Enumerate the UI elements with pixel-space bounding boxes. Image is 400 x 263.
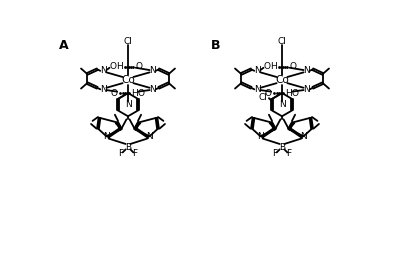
- Text: B: B: [125, 143, 131, 151]
- Text: F: F: [286, 149, 292, 159]
- Text: N: N: [303, 85, 310, 94]
- Text: O: O: [111, 89, 118, 98]
- Text: O: O: [135, 63, 142, 72]
- Text: O: O: [263, 63, 270, 72]
- Text: B: B: [279, 143, 285, 151]
- Text: N: N: [146, 132, 153, 141]
- Text: Cl: Cl: [124, 37, 132, 46]
- Text: F: F: [118, 149, 124, 159]
- Text: N: N: [100, 85, 107, 94]
- Text: H: H: [285, 89, 292, 98]
- Text: Co: Co: [275, 75, 289, 85]
- Text: O: O: [265, 89, 272, 98]
- Text: O: O: [138, 89, 144, 98]
- Text: Cl: Cl: [278, 37, 286, 46]
- Text: N: N: [125, 100, 131, 109]
- Text: A: A: [59, 39, 68, 52]
- Text: N: N: [103, 132, 110, 141]
- Text: H: H: [270, 63, 277, 72]
- Text: F: F: [272, 149, 278, 159]
- Text: N: N: [254, 66, 261, 75]
- Text: N: N: [149, 66, 156, 75]
- Text: H: H: [116, 63, 123, 72]
- Text: N: N: [279, 100, 285, 109]
- Text: Co: Co: [121, 75, 135, 85]
- Text: B: B: [211, 39, 221, 52]
- Text: O: O: [109, 63, 116, 72]
- Text: N: N: [300, 132, 307, 141]
- Text: O: O: [292, 89, 298, 98]
- Text: N: N: [254, 85, 261, 94]
- Text: N: N: [100, 66, 107, 75]
- Text: N: N: [149, 85, 156, 94]
- Text: Cl: Cl: [258, 93, 267, 102]
- Text: O: O: [289, 63, 296, 72]
- Text: H: H: [131, 89, 138, 98]
- Text: F: F: [132, 149, 138, 159]
- Text: N: N: [303, 66, 310, 75]
- Text: N: N: [257, 132, 264, 141]
